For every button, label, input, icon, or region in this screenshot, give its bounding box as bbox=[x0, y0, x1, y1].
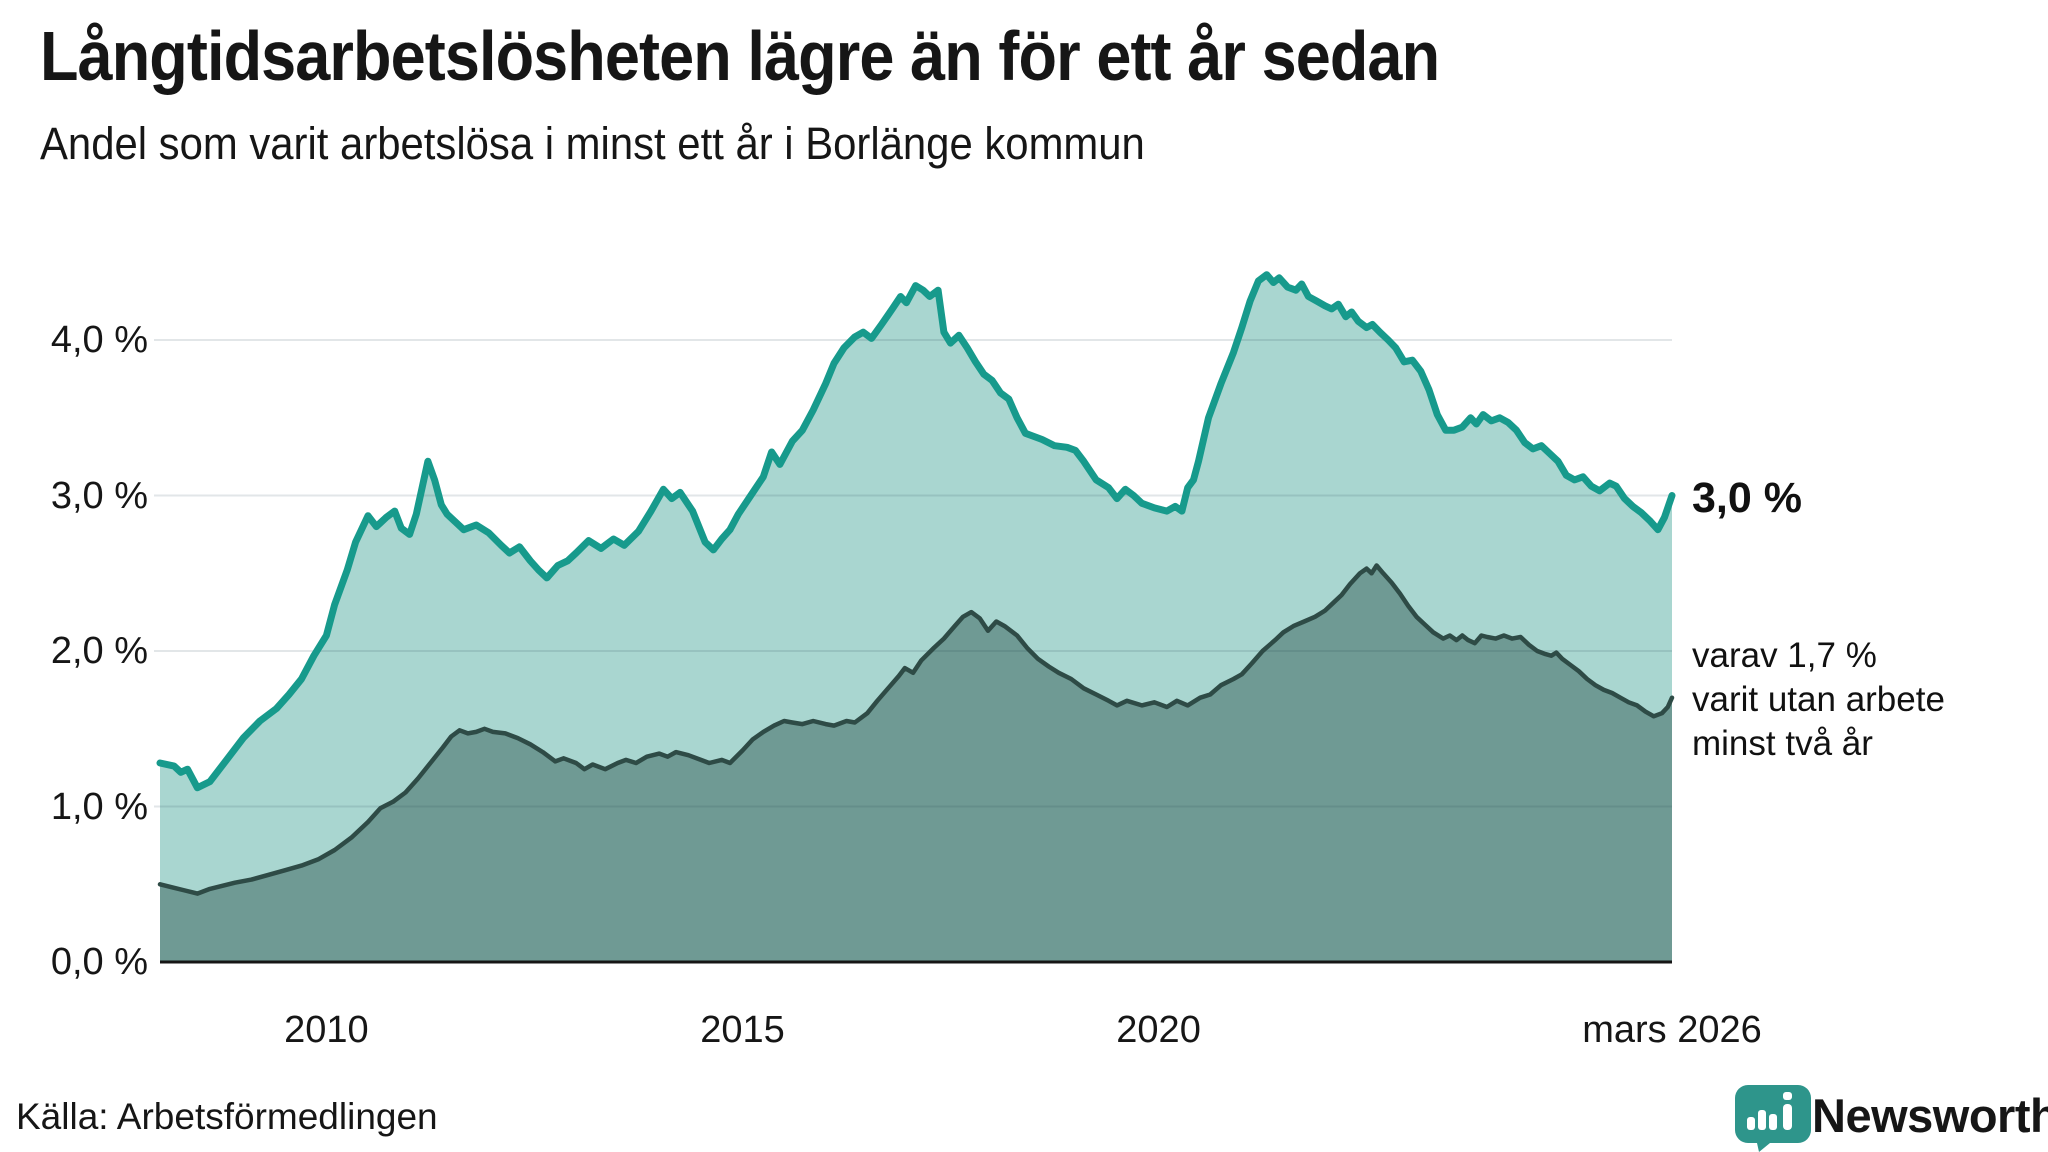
annotation-line-3: minst två år bbox=[1692, 724, 1873, 763]
two-year-annotation: varav 1,7 % varit utan arbete minst två … bbox=[1692, 634, 1945, 766]
newsworthy-logo: Newsworthy bbox=[1734, 1084, 2048, 1152]
y-tick-label-1: 1,0 % bbox=[50, 785, 148, 828]
x-tick-label-0: 2010 bbox=[284, 1009, 369, 1051]
y-tick-label-2: 2,0 % bbox=[50, 630, 148, 672]
y-tick-label-3: 3,0 % bbox=[50, 474, 148, 517]
series-line-total bbox=[156, 271, 1676, 792]
page-title: Långtidsarbetslösheten lägre än för ett … bbox=[40, 17, 1440, 95]
series-line-two-year bbox=[157, 563, 1675, 896]
series-area-two-year bbox=[160, 565, 1672, 962]
newsworthy-wordmark: Newsworthy bbox=[1812, 1089, 2048, 1142]
y-tick-label-4: 4,0 % bbox=[50, 319, 148, 361]
source-note: Källa: Arbetsförmedlingen bbox=[16, 1096, 438, 1137]
annotation-line-2: varit utan arbete bbox=[1692, 680, 1945, 719]
x-tick-label-2: 2020 bbox=[1116, 1009, 1201, 1051]
page-subtitle: Andel som varit arbetslösa i minst ett å… bbox=[40, 118, 1145, 169]
x-tick-label-1: 2015 bbox=[700, 1009, 785, 1051]
annotation-line-1: varav 1,7 % bbox=[1692, 636, 1877, 675]
newsworthy-speech-bubble-bar-chart-icon bbox=[1735, 1085, 1811, 1152]
x-tick-label-3: mars 2026 bbox=[1582, 1009, 1762, 1051]
total-end-value-label: 3,0 % bbox=[1692, 474, 1802, 522]
y-tick-label-0: 0,0 % bbox=[50, 941, 148, 983]
